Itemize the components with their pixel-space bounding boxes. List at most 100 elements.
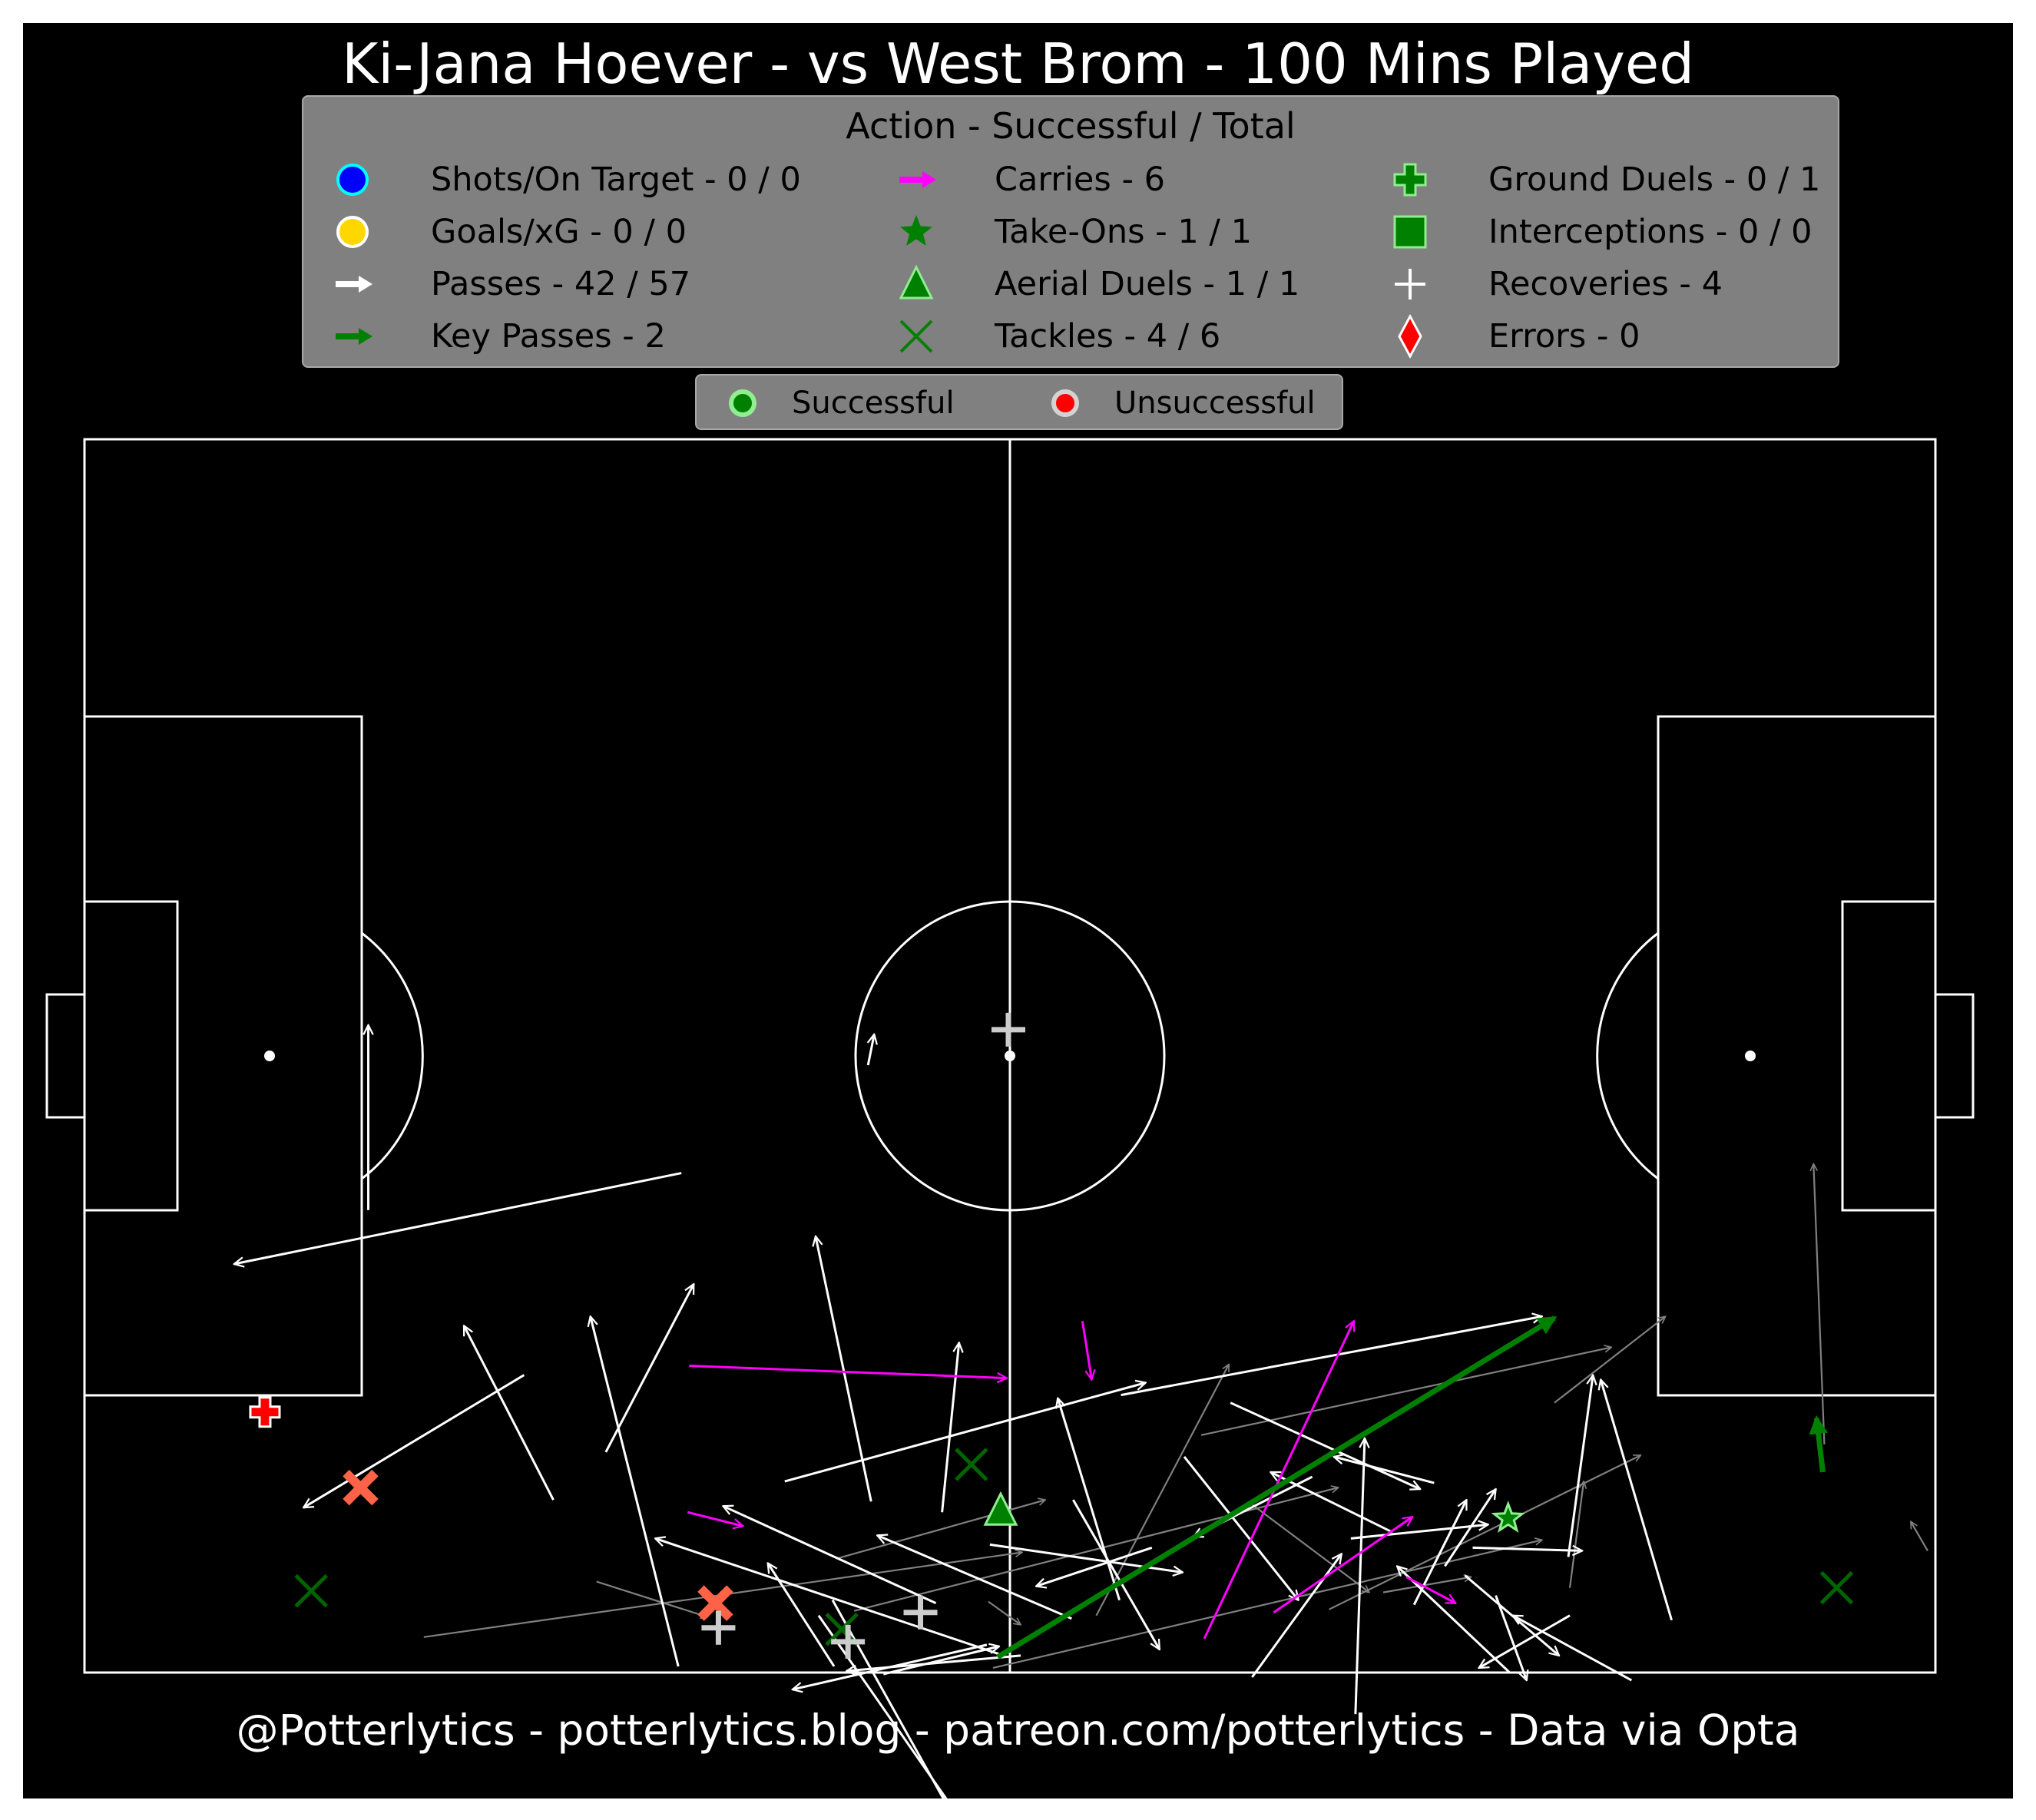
footer-credits: @Potterlytics - potterlytics.blog - patr… bbox=[236, 1706, 1800, 1755]
successful-pass-arrow bbox=[1513, 1614, 1633, 1682]
recovery-marker bbox=[903, 1595, 938, 1630]
x-icon bbox=[899, 319, 933, 353]
unsuccessful-pass-arrow bbox=[992, 1540, 1542, 1669]
tackle-stroke bbox=[1819, 1570, 1854, 1605]
thin-plus-icon bbox=[1395, 269, 1425, 299]
successful-pass-arrow bbox=[816, 1236, 872, 1502]
centre-spot bbox=[1005, 1051, 1015, 1061]
carry-arrow bbox=[689, 1365, 1007, 1378]
square-icon bbox=[1393, 215, 1427, 249]
action-markers bbox=[249, 1012, 1854, 1659]
blue-circle-icon bbox=[336, 164, 369, 196]
pitch-markings bbox=[45, 438, 1975, 1674]
successful-pass-arrow bbox=[1464, 1574, 1559, 1656]
legend-label-shots: Shots/On Target - 0 / 0 bbox=[431, 160, 801, 199]
legend-label-goals: Goals/xG - 0 / 0 bbox=[431, 213, 687, 251]
left-six-yard-box bbox=[83, 900, 179, 1212]
left-penalty-spot bbox=[264, 1051, 275, 1061]
carries bbox=[687, 1321, 1455, 1640]
legend-item-goals: Goals/xG - 0 / 0 bbox=[325, 209, 687, 255]
centre-circle bbox=[854, 900, 1166, 1212]
carry-arrow bbox=[1405, 1576, 1455, 1604]
legend-label-carries: Carries - 6 bbox=[995, 160, 1165, 199]
triangle-icon bbox=[899, 264, 934, 299]
key-pass-arrow bbox=[1809, 1415, 1828, 1473]
tackle-success-marker bbox=[955, 1448, 988, 1481]
legend-item-errors: Errors - 0 bbox=[1382, 313, 1640, 359]
successful-pass-arrow bbox=[1350, 1524, 1488, 1540]
unsuccessful-pass-arrow bbox=[1554, 1316, 1666, 1404]
right-penalty-spot bbox=[1745, 1051, 1756, 1061]
successful-pass-arrow bbox=[1495, 1595, 1527, 1680]
unsuccessful-pass-arrow bbox=[596, 1580, 708, 1617]
successful-pass-arrow bbox=[989, 1543, 1183, 1572]
ground-duel-marker bbox=[249, 1396, 281, 1428]
successful-pass-arrow bbox=[462, 1325, 555, 1501]
tackle-unsuccessful-marker bbox=[343, 1469, 379, 1506]
successful-pass-arrow bbox=[1036, 1546, 1153, 1586]
unsuccessful-pass-arrow bbox=[1909, 1521, 1928, 1551]
key-passes bbox=[996, 1315, 1828, 1660]
tackle-stroke bbox=[294, 1573, 328, 1608]
unsuccessful-pass-arrow bbox=[1813, 1164, 1826, 1444]
unsuccessful-pass-arrow bbox=[1568, 1481, 1584, 1588]
legend-label-tackles: Tackles - 4 / 6 bbox=[995, 317, 1221, 356]
successful-pass-arrow bbox=[1354, 1438, 1365, 1715]
unsuccessful-pass-arrow bbox=[1382, 1577, 1471, 1593]
left-penalty-arc bbox=[361, 932, 424, 1180]
legend-label-errors: Errors - 0 bbox=[1488, 317, 1640, 356]
outcome-unsuccessful-label: Unsuccessful bbox=[1114, 386, 1316, 421]
take-on-marker bbox=[1491, 1501, 1525, 1534]
unsuccessful-pass-arrow bbox=[1095, 1365, 1230, 1616]
right-goal bbox=[1934, 993, 1975, 1119]
successful-pass-arrow bbox=[1121, 1316, 1542, 1397]
legend-label-ground-duels: Ground Duels - 0 / 1 bbox=[1488, 160, 1821, 199]
successful-pass-arrow bbox=[1230, 1401, 1420, 1489]
successful-pass-arrow bbox=[1270, 1471, 1393, 1534]
legend-item-ground-duels: Ground Duels - 0 / 1 bbox=[1382, 157, 1820, 203]
unsuccessful-dot-icon bbox=[1051, 389, 1079, 417]
outcome-successful-label: Successful bbox=[792, 386, 955, 421]
diamond-icon bbox=[1398, 313, 1422, 359]
successful-pass-arrow bbox=[882, 1646, 999, 1676]
carry-arrow bbox=[1203, 1321, 1354, 1640]
successful-pass-arrow bbox=[1412, 1500, 1468, 1606]
aerial-duel-marker bbox=[983, 1491, 1018, 1526]
tackle-stroke bbox=[955, 1448, 988, 1481]
outcome-unsuccessful: Unsuccessful bbox=[1042, 380, 1316, 426]
carry-arrow bbox=[1081, 1321, 1091, 1379]
successful-pass-arrow bbox=[768, 1563, 836, 1667]
successful-pass-arrow bbox=[877, 1535, 1072, 1620]
successful-pass-arrow bbox=[1444, 1489, 1495, 1567]
successful-pass-arrow bbox=[817, 1614, 963, 1820]
key-pass-arrow bbox=[996, 1315, 1558, 1660]
successful-pass-arrow bbox=[1567, 1375, 1593, 1557]
tackle-success-marker bbox=[294, 1573, 328, 1608]
successful-pass-arrow bbox=[1479, 1614, 1571, 1669]
recovery-marker bbox=[831, 1624, 866, 1659]
successful-pass-arrow bbox=[723, 1506, 937, 1605]
unsuccessful-pass-arrow bbox=[988, 1600, 1021, 1625]
successful-pass-arrow bbox=[1072, 1499, 1161, 1650]
successful-pass-arrow bbox=[846, 1654, 1021, 1671]
star-icon bbox=[900, 215, 932, 246]
legend-title: Action - Successful / Total bbox=[846, 105, 1296, 147]
chart-title: Ki-Jana Hoever - vs West Brom - 100 Mins… bbox=[342, 31, 1694, 96]
action-legend: Action - Successful / Total Shots/On Tar… bbox=[302, 95, 1839, 368]
carry-arrow bbox=[687, 1511, 743, 1526]
successful-passes bbox=[234, 1025, 1673, 1820]
legend-label-aerials: Aerial Duels - 1 / 1 bbox=[995, 265, 1300, 303]
tackle-stroke bbox=[697, 1585, 733, 1621]
successful-pass-arrow bbox=[1183, 1456, 1299, 1600]
recovery-marker bbox=[701, 1610, 736, 1645]
legend-item-recoveries: Recoveries - 4 bbox=[1382, 261, 1723, 307]
right-penalty-area bbox=[1657, 715, 1937, 1397]
legend-label-interceptions: Interceptions - 0 / 0 bbox=[1488, 213, 1813, 251]
white-arrow-icon bbox=[336, 276, 372, 293]
legend-item-take-ons: Take-Ons - 1 / 1 bbox=[889, 209, 1252, 255]
legend-label-passes: Passes - 42 / 57 bbox=[431, 265, 691, 303]
successful-pass-arrow bbox=[655, 1538, 1000, 1656]
unsuccessful-pass-arrow bbox=[1200, 1347, 1611, 1436]
gold-circle-icon bbox=[336, 216, 369, 248]
